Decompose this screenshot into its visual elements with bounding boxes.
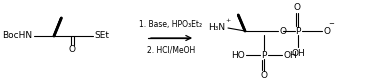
Text: −: − <box>328 21 334 27</box>
Text: H₃N: H₃N <box>208 23 225 33</box>
Text: OH: OH <box>283 50 297 60</box>
Text: 2. HCl/MeOH: 2. HCl/MeOH <box>147 45 195 55</box>
Text: P: P <box>295 27 301 35</box>
Text: O: O <box>293 4 301 12</box>
Text: OH: OH <box>291 49 305 57</box>
Text: SEt: SEt <box>94 32 109 40</box>
Text: HO: HO <box>231 50 245 60</box>
Text: O: O <box>68 45 76 55</box>
Text: O: O <box>260 72 268 78</box>
Text: P: P <box>261 50 267 60</box>
Text: O: O <box>323 27 330 35</box>
Text: 1. Base, HPO₃Et₂: 1. Base, HPO₃Et₂ <box>139 21 203 29</box>
Text: BocHN: BocHN <box>2 32 32 40</box>
Text: +: + <box>225 18 231 23</box>
Text: O: O <box>279 27 286 35</box>
